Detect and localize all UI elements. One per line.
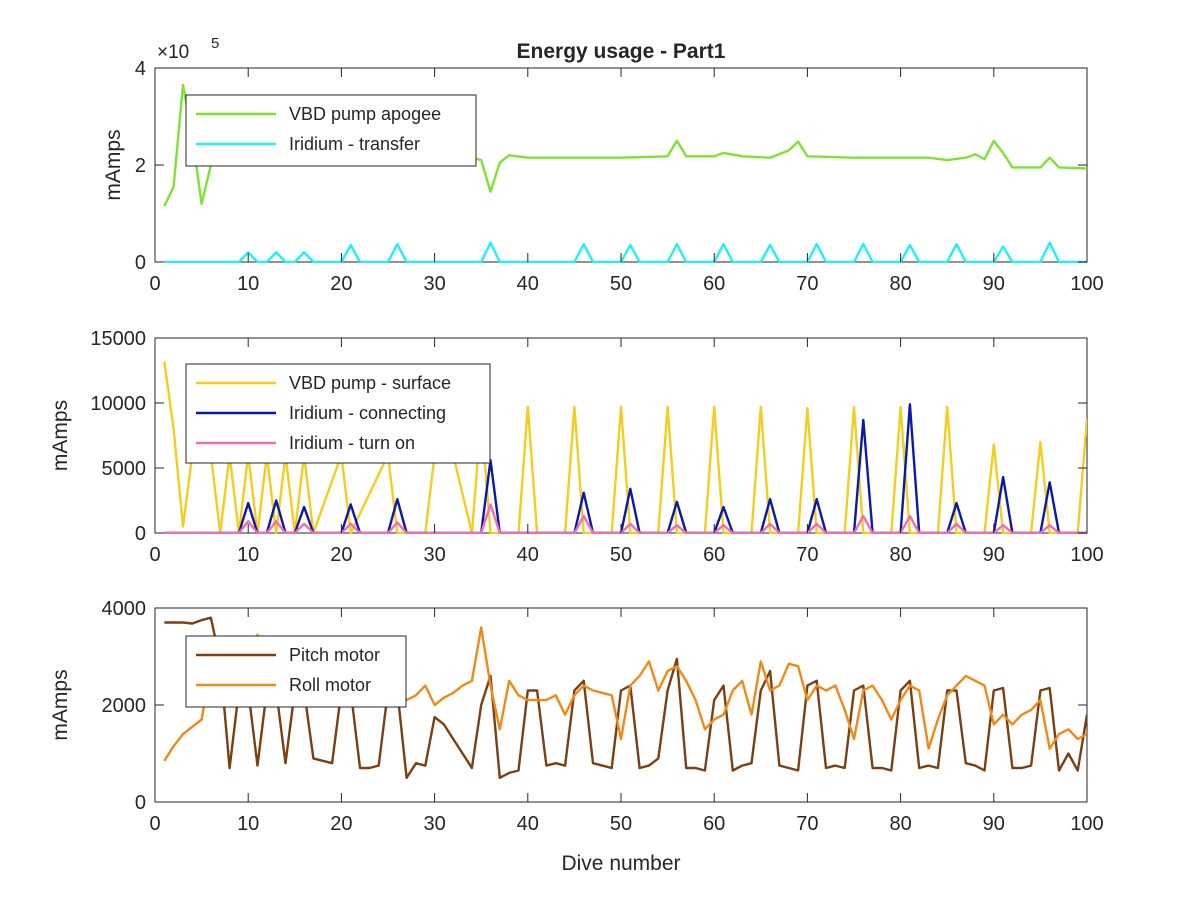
series-line-2 (164, 241, 1087, 263)
x-tick-label: 20 (330, 544, 352, 566)
legend-box (185, 635, 407, 708)
x-tick-label: 90 (983, 544, 1005, 566)
x-tick-label: 50 (610, 273, 632, 295)
legend-box (185, 94, 477, 167)
x-tick-label: 60 (703, 544, 725, 566)
series-line-3 (164, 503, 1087, 534)
legend-entry: Pitch motor (289, 645, 380, 665)
series-line-1 (164, 616, 1087, 779)
x-tick-label: 80 (889, 273, 911, 295)
x-tick-label: 70 (796, 273, 818, 295)
x-tick-label: 50 (610, 813, 632, 835)
chart-title: Energy usage - Part1 (517, 40, 726, 63)
x-tick-label: 100 (1070, 273, 1103, 295)
x-tick-label: 90 (983, 273, 1005, 295)
x-tick-label: 20 (330, 273, 352, 295)
x-axis-label: Dive number (561, 852, 680, 875)
x-tick-label: 0 (149, 813, 160, 835)
legend-entry: Iridium - transfer (289, 134, 420, 154)
x-tick-label: 60 (703, 813, 725, 835)
y-tick-label: 0 (135, 523, 146, 545)
x-tick-label: 10 (237, 544, 259, 566)
legend: VBD pump - surface Iridium - connecting Ir… (185, 363, 491, 464)
subplot-1: 0 10 20 30 40 50 60 70 80 90 100 0 2 4 ×10 5 mAmps Energy… (102, 35, 1104, 295)
x-tick-label: 30 (423, 273, 445, 295)
y-exponent-power: 5 (211, 35, 219, 52)
y-tick-label: 15000 (90, 328, 146, 350)
legend-entry: Iridium - turn on (289, 433, 415, 453)
x-tick-label: 50 (610, 544, 632, 566)
x-tick-label: 70 (796, 813, 818, 835)
x-tick-label: 90 (983, 813, 1005, 835)
y-tick-label: 2000 (102, 695, 147, 717)
y-tick-label: 0 (135, 792, 146, 814)
legend-entry: VBD pump - surface (289, 373, 451, 393)
x-tick-label: 80 (889, 813, 911, 835)
x-tick-label: 0 (149, 544, 160, 566)
x-tick-label: 40 (517, 273, 539, 295)
y-tick-label: 0 (135, 252, 146, 274)
x-tick-label: 0 (149, 273, 160, 295)
legend-entry: VBD pump apogee (289, 104, 441, 124)
subplot-3: 0 10 20 30 40 50 60 70 80 90 100 0 2000 4000 mAmps Dive… (49, 598, 1104, 875)
legend-entry: Roll motor (289, 675, 371, 695)
legend-entry: Iridium - connecting (289, 403, 446, 423)
x-tick-label: 100 (1070, 544, 1103, 566)
x-tick-label: 40 (517, 544, 539, 566)
legend: Pitch motor Roll motor (185, 635, 407, 708)
x-tick-label: 60 (703, 273, 725, 295)
x-tick-label: 10 (237, 813, 259, 835)
y-axis-label: mAmps (49, 400, 72, 471)
x-tick-label: 10 (237, 273, 259, 295)
y-axis-label: mAmps (102, 129, 125, 200)
y-tick-label: 2 (135, 155, 146, 177)
x-tick-label: 80 (889, 544, 911, 566)
y-tick-label: 10000 (90, 393, 146, 415)
x-tick-label: 30 (423, 813, 445, 835)
series-group (163, 361, 1087, 534)
x-tick-label: 40 (517, 813, 539, 835)
x-tick-label: 30 (423, 544, 445, 566)
x-tick-label: 20 (330, 813, 352, 835)
legend: VBD pump apogee Iridium - transfer (185, 94, 477, 167)
subplot-2: 0 10 20 30 40 50 60 70 80 90 100 0 5000 10000 15000 mAm… (49, 328, 1104, 566)
series-line-2 (164, 403, 1087, 534)
y-tick-label: 5000 (102, 458, 147, 480)
y-tick-label: 4000 (102, 598, 147, 620)
y-axis-label: mAmps (49, 669, 72, 740)
y-exponent-label: ×10 (157, 42, 189, 63)
x-tick-label: 100 (1070, 813, 1103, 835)
y-tick-label: 4 (135, 58, 146, 80)
x-tick-label: 70 (796, 544, 818, 566)
